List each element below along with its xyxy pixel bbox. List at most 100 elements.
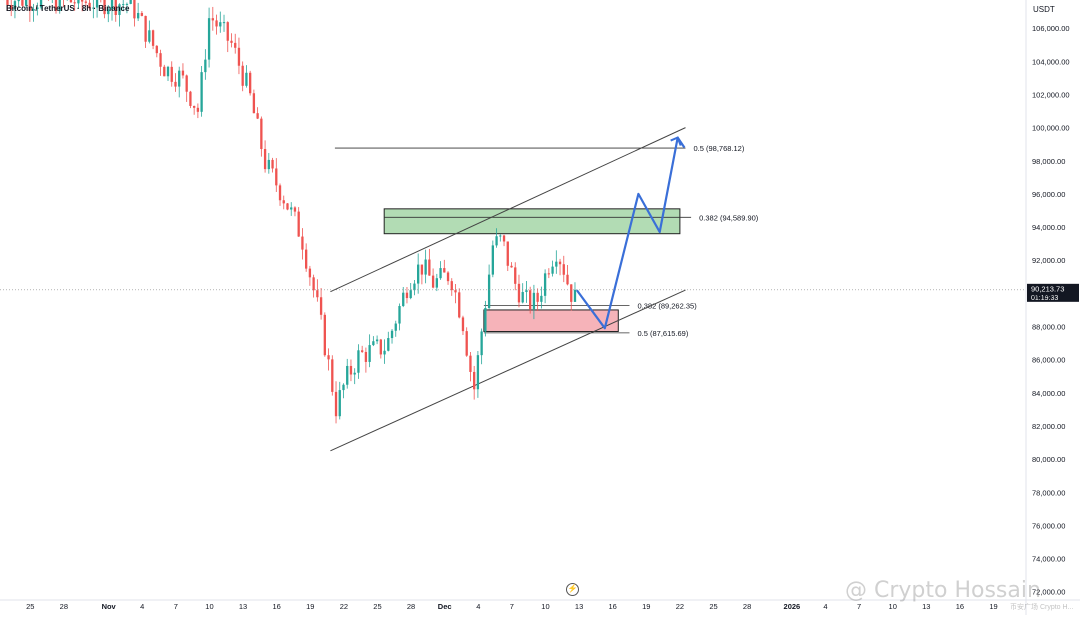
x-tick-label: 28 xyxy=(407,602,415,611)
candle-body xyxy=(510,265,513,268)
candle-body xyxy=(267,159,270,170)
candle-body xyxy=(469,355,472,372)
candle-body xyxy=(88,2,91,9)
resistance-zone xyxy=(383,208,681,235)
candle-body xyxy=(114,0,117,15)
candle-body xyxy=(245,72,248,86)
candle-body xyxy=(178,70,181,87)
y-tick-label: 86,000.00 xyxy=(1032,356,1065,365)
replay-icon[interactable]: ⚡ xyxy=(566,583,579,596)
candle-body xyxy=(543,273,547,296)
x-tick-label: 13 xyxy=(575,602,583,611)
candle-body xyxy=(420,264,424,275)
y-tick-label: 88,000.00 xyxy=(1032,323,1065,332)
candle-body xyxy=(92,7,95,9)
x-tick-label: 25 xyxy=(373,602,381,611)
candle-body xyxy=(342,384,345,391)
x-tick-label: 10 xyxy=(889,602,897,611)
candle-body xyxy=(248,72,252,94)
candle-body xyxy=(316,290,319,298)
candle-body xyxy=(484,308,487,332)
candle-body xyxy=(387,338,390,351)
x-tick-label: 10 xyxy=(541,602,549,611)
x-tick-label: 2026 xyxy=(784,602,801,611)
x-tick-label: 4 xyxy=(476,602,480,611)
candle-body xyxy=(133,0,136,19)
candle-body xyxy=(286,203,289,210)
candle-body xyxy=(327,355,330,360)
candle-body xyxy=(129,0,132,4)
candle-body xyxy=(252,93,256,114)
candle-body xyxy=(323,314,326,356)
y-tick-label: 82,000.00 xyxy=(1032,422,1065,431)
candle-body xyxy=(204,59,207,73)
candle-body xyxy=(118,4,121,15)
candle-body xyxy=(487,274,491,309)
candle-body xyxy=(308,268,312,278)
candle-body xyxy=(84,1,88,3)
candle-body xyxy=(230,40,233,43)
y-tick-label: 76,000.00 xyxy=(1032,521,1065,530)
y-tick-label: 106,000.00 xyxy=(1032,24,1070,33)
candle-body xyxy=(73,2,76,4)
x-tick-label: 25 xyxy=(709,602,717,611)
candle-body xyxy=(192,105,196,108)
candle-body xyxy=(77,0,80,4)
x-tick-label: 7 xyxy=(510,602,514,611)
candle-body xyxy=(36,7,39,10)
fib-levels: 0.5 (98,768.12) 0.382 (94,589.90) 0.382 (8… xyxy=(334,144,759,338)
candle-body xyxy=(443,268,446,273)
x-tick-label: 28 xyxy=(743,602,751,611)
x-tick-label: 22 xyxy=(676,602,684,611)
candle-body xyxy=(80,0,84,2)
candle-body xyxy=(573,289,577,302)
candle-body xyxy=(200,72,203,112)
candle-body xyxy=(353,372,356,375)
candle-body xyxy=(32,9,35,11)
candle-body xyxy=(181,70,185,76)
candle-body xyxy=(331,359,334,392)
x-tick-label: 4 xyxy=(823,602,827,611)
candle-body xyxy=(398,306,401,324)
last-price-value: 90,213.73 xyxy=(1031,284,1064,293)
candle-body xyxy=(439,268,442,279)
candle-body xyxy=(256,113,259,119)
candle-body xyxy=(151,30,155,46)
y-tick-label: 72,000.00 xyxy=(1032,588,1065,597)
y-tick-label: 104,000.00 xyxy=(1032,57,1070,66)
channel-lines xyxy=(330,127,686,452)
channel-upper-line xyxy=(330,127,686,293)
candle-body xyxy=(476,355,480,390)
candle-body xyxy=(473,371,476,390)
candle-body xyxy=(24,0,28,6)
candle-body xyxy=(368,345,371,362)
y-tick-label: 100,000.00 xyxy=(1032,124,1070,133)
candle-body xyxy=(454,290,457,293)
y-tick-label: 80,000.00 xyxy=(1032,455,1065,464)
candle-body xyxy=(357,350,360,373)
candle-body xyxy=(532,292,536,310)
x-tick-label: 4 xyxy=(140,602,144,611)
x-tick-label: 28 xyxy=(60,602,68,611)
candle-body xyxy=(110,0,114,10)
candle-body xyxy=(125,3,129,5)
candle-body xyxy=(413,283,416,291)
channel-lower-line xyxy=(330,289,686,452)
candle-body xyxy=(458,292,461,318)
x-tick-label: 13 xyxy=(239,602,247,611)
candle-body xyxy=(405,292,409,299)
candle-body xyxy=(159,53,162,67)
candle-body xyxy=(536,292,539,302)
last-price-line: 90,213.73 01:19:33 xyxy=(0,283,1079,302)
y-tick-label: 84,000.00 xyxy=(1032,389,1065,398)
candle-body xyxy=(241,65,244,86)
watermark-subtext: 币安广场 Crypto H... xyxy=(1010,604,1074,611)
candle-body xyxy=(431,275,435,288)
candle-body xyxy=(297,211,300,237)
candle-body xyxy=(211,18,214,21)
candle-body xyxy=(319,297,323,315)
candle-body xyxy=(174,81,177,87)
candle-body xyxy=(163,66,166,77)
